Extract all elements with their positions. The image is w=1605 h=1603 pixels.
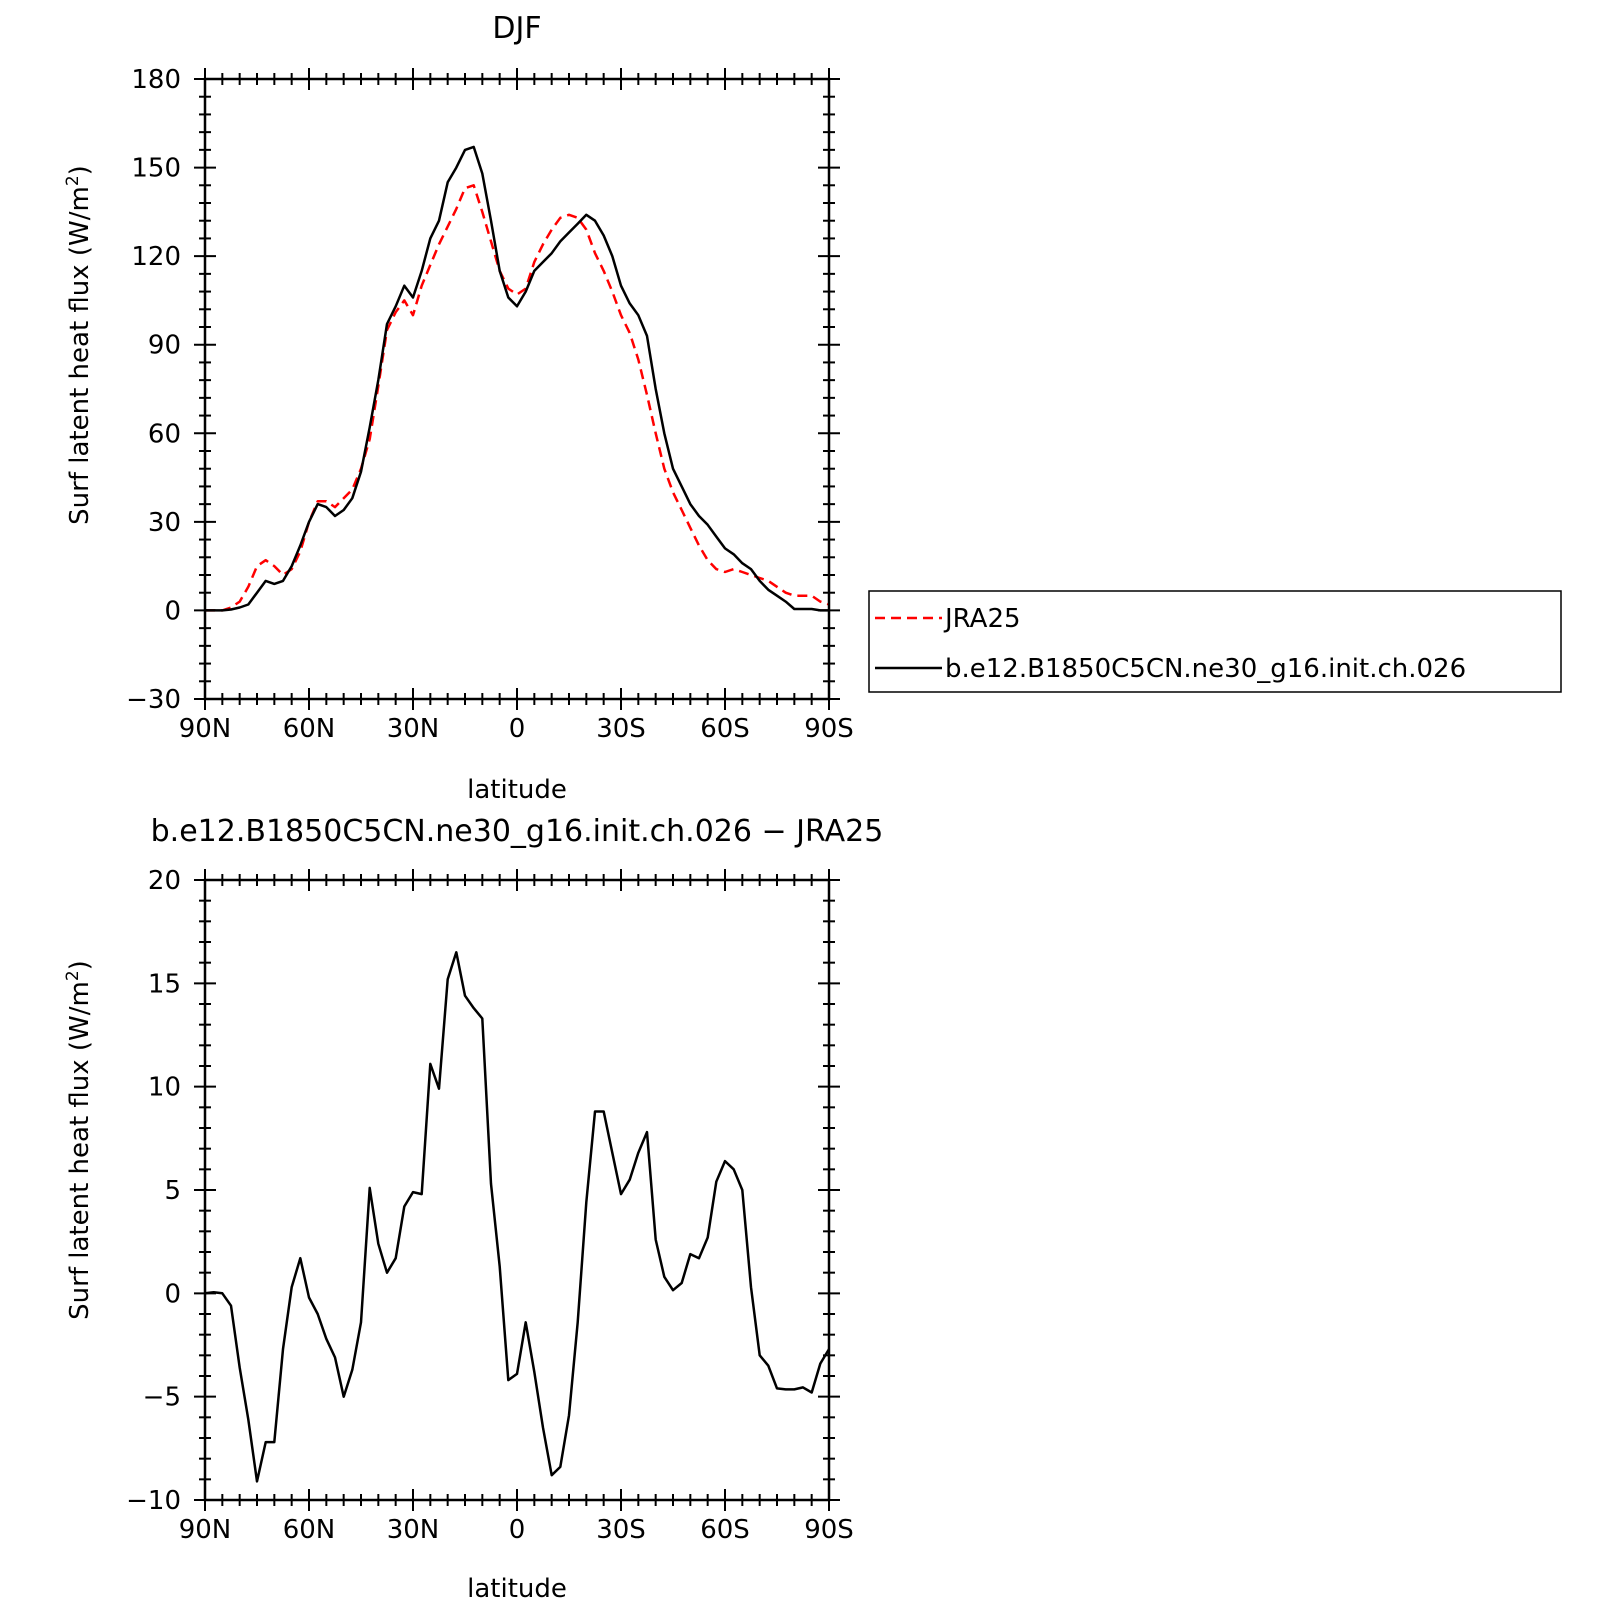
series-line-0 bbox=[204, 951, 831, 1483]
y-tick-label: 0 bbox=[164, 1279, 181, 1309]
plot-frame bbox=[203, 77, 831, 701]
y-tick-label: −30 bbox=[126, 685, 181, 715]
x-tick-label: 90N bbox=[179, 1515, 232, 1545]
x-tick-label: 30S bbox=[596, 1515, 646, 1545]
x-axis-label: latitude bbox=[467, 775, 567, 805]
y-tick-label: 15 bbox=[148, 969, 181, 999]
legend-box bbox=[868, 590, 1562, 693]
x-tick-label: 60S bbox=[700, 1515, 750, 1545]
y-tick-label: 120 bbox=[131, 242, 181, 272]
y-tick-label: 5 bbox=[164, 1176, 181, 1206]
x-axis-label: latitude bbox=[467, 1574, 567, 1603]
x-tick-label: 30N bbox=[387, 1515, 440, 1545]
y-axis-label: Surf latent heat flux (W/m2) bbox=[63, 165, 95, 525]
plot-area: 90N 60N 30N 0 30S 60S 90S 180 150 120 90 60 30 0 −30 bbox=[126, 65, 854, 744]
y-tick-label: −10 bbox=[126, 1486, 181, 1516]
plot-frame bbox=[203, 878, 831, 1502]
y-tick-label: 10 bbox=[148, 1073, 181, 1103]
y-tick-label: −5 bbox=[143, 1383, 181, 1413]
x-tick-label: 0 bbox=[509, 1515, 526, 1545]
x-tick-label: 30S bbox=[596, 714, 646, 744]
x-tick-label: 30N bbox=[387, 714, 440, 744]
y-tick-label: 90 bbox=[148, 331, 181, 361]
x-tick-label: 60N bbox=[283, 1515, 336, 1545]
legend-label-jra25: JRA25 bbox=[943, 604, 1021, 634]
legend-label-model: b.e12.B1850C5CN.ne30_g16.init.ch.026 bbox=[945, 654, 1466, 684]
y-tick-label: 30 bbox=[148, 508, 181, 538]
y-tick-label: 180 bbox=[131, 65, 181, 95]
y-tick-label: 20 bbox=[148, 866, 181, 896]
series-line-1 bbox=[205, 145, 829, 612]
series-line-0 bbox=[205, 184, 830, 612]
chart-title: b.e12.B1850C5CN.ne30_g16.init.ch.026 − J… bbox=[151, 814, 884, 849]
y-tick-label: 0 bbox=[164, 596, 181, 626]
x-tick-label: 90S bbox=[804, 1515, 854, 1545]
x-tick-label: 0 bbox=[509, 714, 526, 744]
chart-difference: b.e12.B1850C5CN.ne30_g16.init.ch.026 − J… bbox=[63, 814, 883, 1603]
y-tick-label: 60 bbox=[148, 419, 181, 449]
plot-area: 90N 60N 30N 0 30S 60S 90S 20 15 10 5 0 −5 −10 bbox=[126, 866, 854, 1545]
chart-djf: DJF 90N 60N 30N 0 30S 60S 90S 180 150 120 90 60 30 0 −… bbox=[63, 11, 1562, 805]
y-tick-label: 150 bbox=[131, 154, 181, 184]
chart-title: DJF bbox=[492, 11, 541, 46]
y-axis-label: Surf latent heat flux (W/m2) bbox=[63, 960, 95, 1320]
x-tick-label: 60N bbox=[283, 714, 336, 744]
legend: JRA25 b.e12.B1850C5CN.ne30_g16.init.ch.0… bbox=[868, 590, 1562, 693]
x-tick-label: 90N bbox=[179, 714, 232, 744]
x-tick-label: 90S bbox=[804, 714, 854, 744]
x-tick-label: 60S bbox=[700, 714, 750, 744]
